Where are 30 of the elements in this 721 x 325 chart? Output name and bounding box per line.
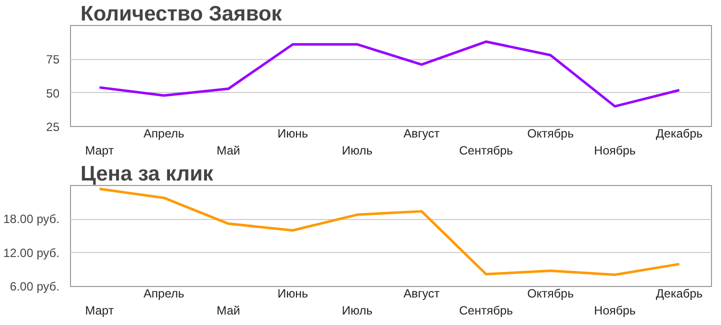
x-tick-label: Апрель — [144, 286, 184, 300]
x-tick-label: Июль — [342, 304, 372, 318]
x-tick-label: Сентябрь — [459, 144, 513, 158]
x-tick-label: Август — [404, 126, 440, 140]
x-tick-label: Декабрь — [656, 126, 703, 140]
x-tick-label: Июль — [342, 144, 372, 158]
x-tick-label: Ноябрь — [594, 144, 636, 158]
y-tick-label: 6.00 руб. — [10, 280, 60, 294]
line-series — [98, 188, 681, 276]
y-tick-label: 25 — [46, 120, 60, 134]
x-tick-label: Март — [85, 144, 114, 158]
y-tick-label: 75 — [46, 52, 60, 67]
x-tick-label: Июнь — [278, 286, 308, 300]
y-tick-label: 12.00 руб. — [3, 246, 60, 260]
y-tick-label: 50 — [46, 86, 60, 100]
x-tick-label: Май — [216, 144, 240, 158]
x-tick-label: Апрель — [144, 126, 184, 140]
x-tick-label: Октябрь — [527, 286, 574, 300]
x-tick-label: Октябрь — [527, 126, 574, 140]
x-tick-label: Ноябрь — [594, 304, 636, 318]
line-series — [98, 40, 681, 108]
chart-title: Цена за клик — [80, 162, 214, 186]
x-tick-label: Июнь — [278, 126, 308, 140]
y-tick-label: 18.00 руб. — [3, 212, 60, 226]
x-tick-label: Август — [404, 286, 440, 300]
x-tick-label: Март — [85, 304, 114, 318]
chart-title: Количество Заявок — [80, 2, 282, 26]
x-tick-label: Декабрь — [656, 286, 703, 300]
x-tick-label: Май — [216, 304, 240, 318]
x-tick-label: Сентябрь — [459, 304, 513, 318]
